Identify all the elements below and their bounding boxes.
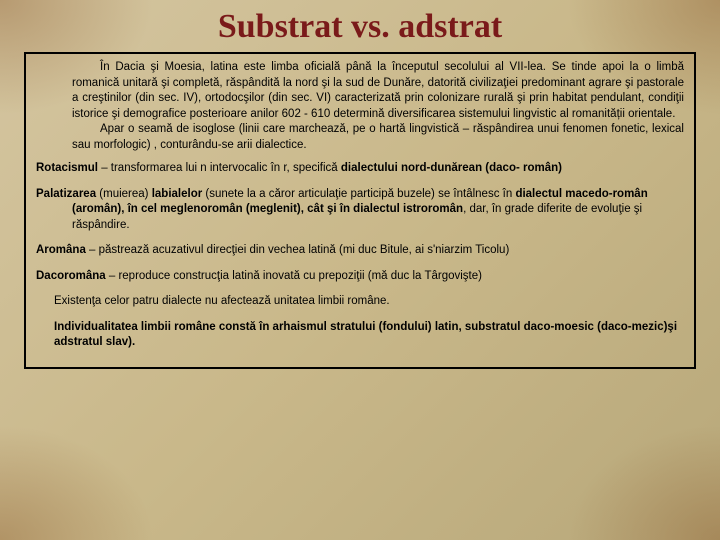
rotacism-dialect: dialectului nord-dunărean (daco- român) <box>341 162 562 174</box>
unity-para: Existenţa celor patru dialecte nu afecte… <box>36 294 684 310</box>
intro-text-2: Apar o seamă de isoglose (linii care mar… <box>72 122 684 153</box>
palatizarea-para: Palatizarea (muierea) labialelor (sunete… <box>36 187 684 234</box>
content-box: În Dacia şi Moesia, latina este limba of… <box>24 52 696 369</box>
rotacism-text: – transformarea lui n intervocalic în r,… <box>98 162 341 174</box>
rotacism-term: Rotacismul <box>36 162 98 174</box>
individuality-para: Individualitatea limbii române constă în… <box>36 320 684 351</box>
aromana-para: Aromâna – păstrează acuzativul direcţiei… <box>36 243 684 259</box>
palatizarea-term: Palatizarea <box>36 188 96 200</box>
intro-paragraph: În Dacia şi Moesia, latina este limba of… <box>36 60 684 153</box>
intro-text-1: În Dacia şi Moesia, latina este limba of… <box>72 60 684 122</box>
dacoromana-term: Dacoromâna <box>36 270 106 282</box>
page-title: Substrat vs. adstrat <box>0 0 720 50</box>
aromana-text: – păstrează acuzativul direcţiei din vec… <box>86 244 509 256</box>
dacoromana-para: Dacoromâna – reproduce construcţia latin… <box>36 269 684 285</box>
rotacism-para: Rotacismul – transformarea lui n intervo… <box>36 161 684 177</box>
aromana-term: Aromâna <box>36 244 86 256</box>
dacoromana-text: – reproduce construcţia latină inovată c… <box>106 270 482 282</box>
palatizarea-t2: (sunete la a căror articulaţie participă… <box>202 188 515 200</box>
palatizarea-t1: (muierea) <box>96 188 152 200</box>
palatizarea-labialelor: labialelor <box>152 188 203 200</box>
